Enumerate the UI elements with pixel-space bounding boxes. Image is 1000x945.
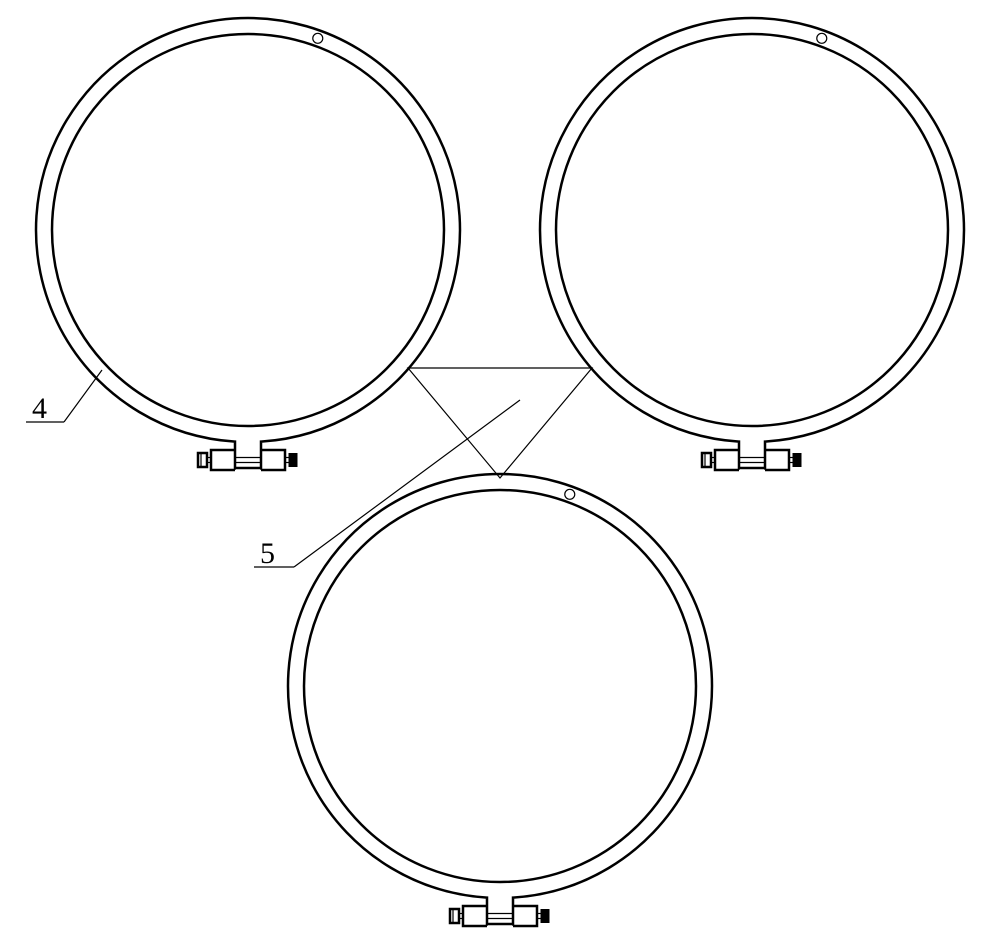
leader-line <box>64 370 102 422</box>
flange-right <box>261 450 285 470</box>
connector-triangle <box>408 368 592 478</box>
callout-label: 5 <box>260 537 275 570</box>
ring-inner <box>52 34 444 426</box>
hinge-pin <box>313 33 323 43</box>
nut <box>289 454 297 467</box>
flange-right <box>513 906 537 926</box>
flange-left <box>715 450 739 470</box>
hinge-pin <box>817 33 827 43</box>
bolt-head <box>702 453 711 467</box>
hinge-pin <box>565 489 575 499</box>
callout-label: 4 <box>32 392 47 425</box>
clamp-top-right <box>540 18 964 470</box>
ring-inner <box>556 34 948 426</box>
flange-right <box>765 450 789 470</box>
ring-outer <box>288 474 712 924</box>
ring-outer <box>36 18 460 468</box>
clamp-top-left <box>36 18 460 470</box>
nut <box>541 910 549 923</box>
bolt-head <box>450 909 459 923</box>
leader-line <box>294 400 520 567</box>
flange-left <box>463 906 487 926</box>
ring-inner <box>304 490 696 882</box>
clamp-bottom <box>288 474 712 926</box>
nut <box>793 454 801 467</box>
ring-outer <box>540 18 964 468</box>
clamp-diagram: 45 <box>0 0 1000 945</box>
callout-4: 4 <box>26 370 102 425</box>
flange-left <box>211 450 235 470</box>
callout-5: 5 <box>254 400 520 570</box>
bolt-head <box>198 453 207 467</box>
